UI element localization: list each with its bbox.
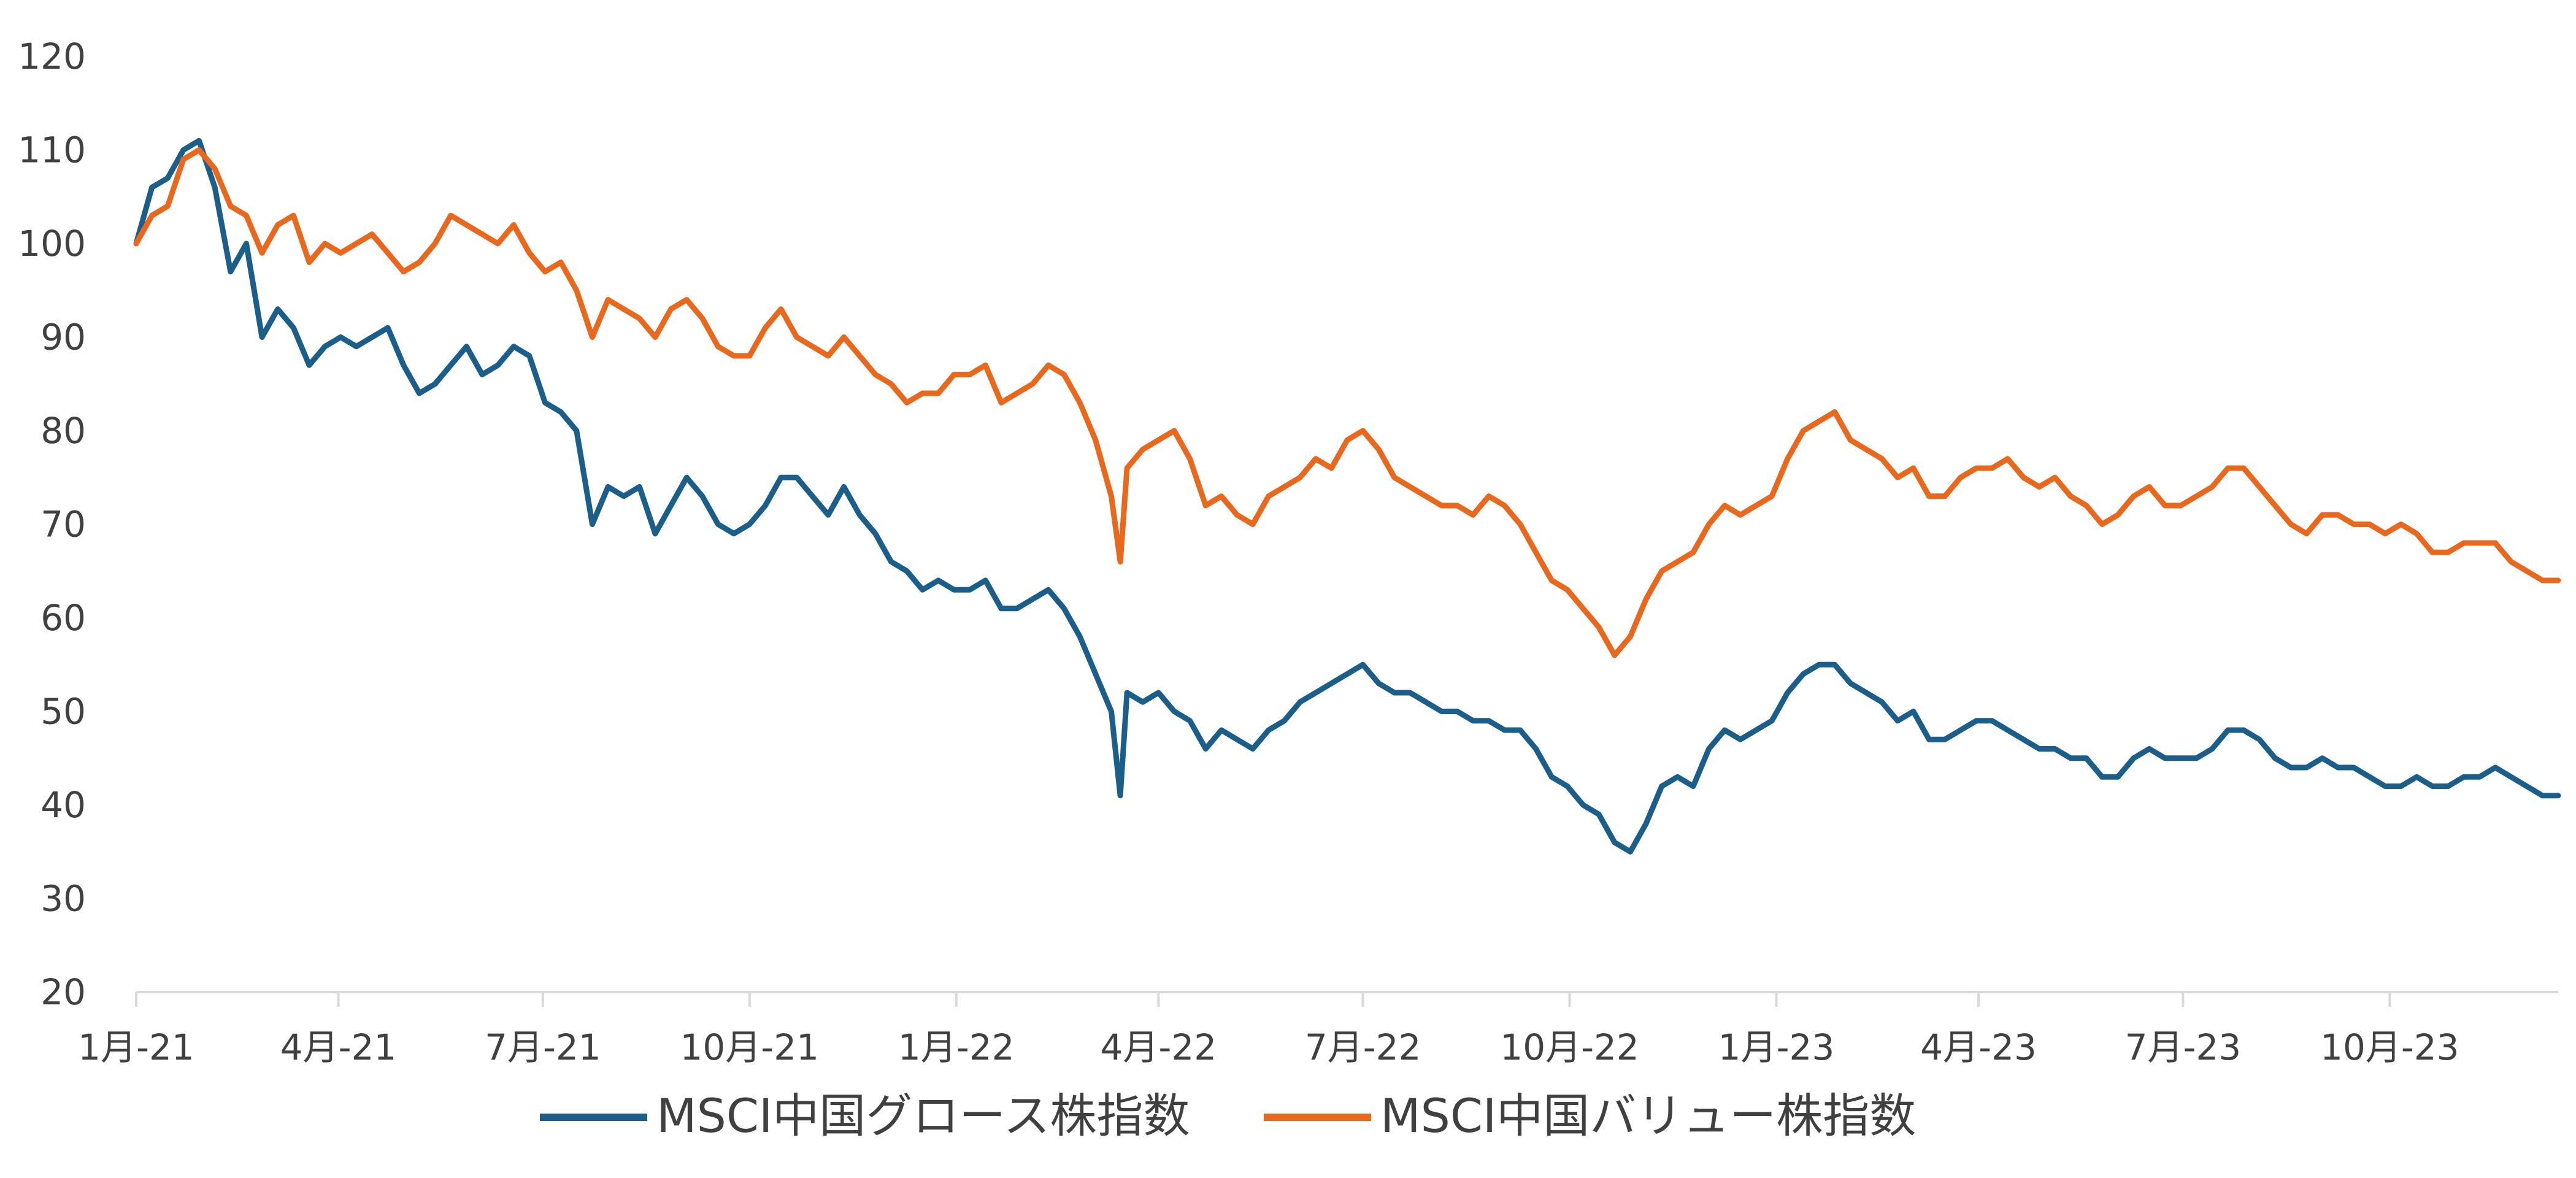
series-line-growth bbox=[133, 137, 2561, 855]
x-tick-label: 10月-21 bbox=[680, 1026, 820, 1068]
y-tick-label: 30 bbox=[40, 878, 86, 920]
series-lines bbox=[133, 137, 2561, 855]
y-tick-label: 110 bbox=[18, 129, 86, 171]
y-tick-label: 100 bbox=[18, 223, 86, 264]
series-line-value bbox=[133, 147, 2561, 658]
y-tick-label: 70 bbox=[40, 504, 86, 545]
x-tick-label: 7月-22 bbox=[1305, 1026, 1421, 1068]
x-tick-label: 1月-21 bbox=[78, 1026, 194, 1068]
legend-label: MSCI中国グロース株指数 bbox=[656, 1088, 1190, 1143]
x-tick-label: 1月-23 bbox=[1718, 1026, 1835, 1068]
legend: MSCI中国グロース株指数 MSCI中国バリュー株指数 bbox=[540, 1088, 1916, 1143]
x-tick-label: 4月-22 bbox=[1101, 1026, 1217, 1068]
x-tick-label: 10月-22 bbox=[1500, 1026, 1639, 1068]
y-axis-tick-labels: 120 110 100 90 80 70 60 50 40 30 20 bbox=[18, 36, 86, 1013]
y-tick-label: 60 bbox=[40, 597, 86, 639]
y-tick-label: 40 bbox=[40, 784, 86, 826]
x-tick-label: 4月-23 bbox=[1920, 1026, 2037, 1068]
x-tick-label: 7月-23 bbox=[2125, 1026, 2242, 1068]
y-tick-label: 120 bbox=[18, 36, 86, 77]
x-tick-label: 1月-22 bbox=[898, 1026, 1015, 1068]
y-tick-label: 20 bbox=[40, 971, 86, 1013]
x-axis-ticks: 1月-21 4月-21 7月-21 10月-21 1月-22 4月-22 7月-22 10月-… bbox=[78, 992, 2459, 1068]
x-tick-label: 10月-23 bbox=[2320, 1026, 2459, 1068]
x-tick-label: 7月-21 bbox=[485, 1026, 601, 1068]
legend-label: MSCI中国バリュー株指数 bbox=[1380, 1088, 1916, 1143]
y-tick-label: 80 bbox=[40, 410, 86, 452]
y-tick-label: 50 bbox=[40, 691, 86, 733]
y-tick-label: 90 bbox=[40, 317, 86, 358]
x-tick-label: 4月-21 bbox=[280, 1026, 397, 1068]
